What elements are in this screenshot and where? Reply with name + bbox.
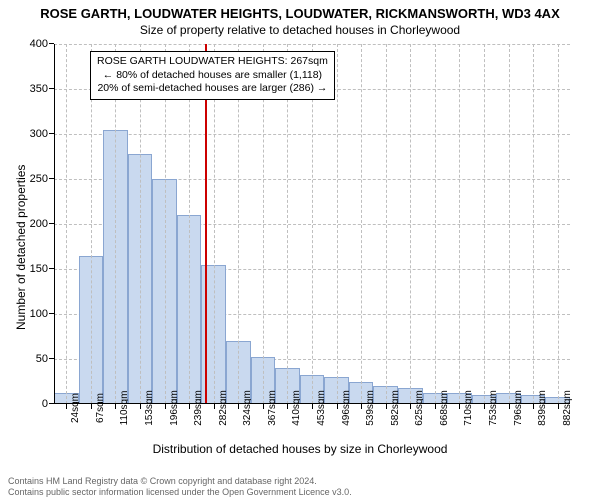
- x-tick-mark: [115, 404, 116, 409]
- x-tick-mark: [459, 404, 460, 409]
- x-tick-mark: [287, 404, 288, 409]
- y-axis-line: [54, 44, 55, 404]
- grid-line-v: [66, 44, 67, 404]
- x-tick-mark: [484, 404, 485, 409]
- y-tick-label: 200: [30, 218, 48, 230]
- x-tick-label: 882sqm: [562, 390, 573, 426]
- y-tick-label: 0: [42, 398, 48, 410]
- y-tick-label: 50: [36, 353, 48, 365]
- grid-line-v: [509, 44, 510, 404]
- annotation-box: ROSE GARTH LOUDWATER HEIGHTS: 267sqm← 80…: [90, 51, 335, 100]
- chart-plot-area: 05010015020025030035040024sqm67sqm110sqm…: [54, 44, 570, 404]
- grid-line-v: [459, 44, 460, 404]
- grid-line-v: [410, 44, 411, 404]
- footer-attribution: Contains HM Land Registry data © Crown c…: [8, 476, 352, 498]
- grid-line-v: [361, 44, 362, 404]
- y-tick-label: 300: [30, 128, 48, 140]
- y-tick-label: 350: [30, 83, 48, 95]
- grid-line-v: [484, 44, 485, 404]
- grid-line-v: [558, 44, 559, 404]
- x-tick-mark: [214, 404, 215, 409]
- x-tick-mark: [435, 404, 436, 409]
- title-main: ROSE GARTH, LOUDWATER HEIGHTS, LOUDWATER…: [0, 0, 600, 21]
- x-tick-mark: [337, 404, 338, 409]
- annotation-line-2: ← 80% of detached houses are smaller (1,…: [97, 69, 328, 83]
- x-tick-mark: [140, 404, 141, 409]
- x-tick-label: 839sqm: [537, 390, 548, 426]
- x-tick-mark: [263, 404, 264, 409]
- grid-line-v: [533, 44, 534, 404]
- x-tick-mark: [312, 404, 313, 409]
- x-tick-mark: [238, 404, 239, 409]
- x-tick-mark: [410, 404, 411, 409]
- title-sub: Size of property relative to detached ho…: [0, 21, 600, 37]
- x-axis-line: [54, 403, 570, 404]
- y-tick-label: 400: [30, 38, 48, 50]
- annotation-line-3: 20% of semi-detached houses are larger (…: [97, 82, 328, 96]
- grid-line-v: [435, 44, 436, 404]
- x-tick-mark: [91, 404, 92, 409]
- x-tick-mark: [66, 404, 67, 409]
- annotation-line-1: ROSE GARTH LOUDWATER HEIGHTS: 267sqm: [97, 55, 328, 69]
- x-axis-label: Distribution of detached houses by size …: [0, 442, 600, 456]
- x-tick-mark: [509, 404, 510, 409]
- x-tick-mark: [165, 404, 166, 409]
- footer-line-1: Contains HM Land Registry data © Crown c…: [8, 476, 352, 487]
- grid-line-v: [337, 44, 338, 404]
- y-tick-label: 150: [30, 263, 48, 275]
- y-axis-label: Number of detached properties: [14, 165, 28, 330]
- x-tick-mark: [558, 404, 559, 409]
- footer-line-2: Contains public sector information licen…: [8, 487, 352, 498]
- y-tick-label: 100: [30, 308, 48, 320]
- y-tick-label: 250: [30, 173, 48, 185]
- grid-line-v: [386, 44, 387, 404]
- x-tick-mark: [386, 404, 387, 409]
- x-tick-mark: [361, 404, 362, 409]
- x-tick-mark: [533, 404, 534, 409]
- x-tick-mark: [189, 404, 190, 409]
